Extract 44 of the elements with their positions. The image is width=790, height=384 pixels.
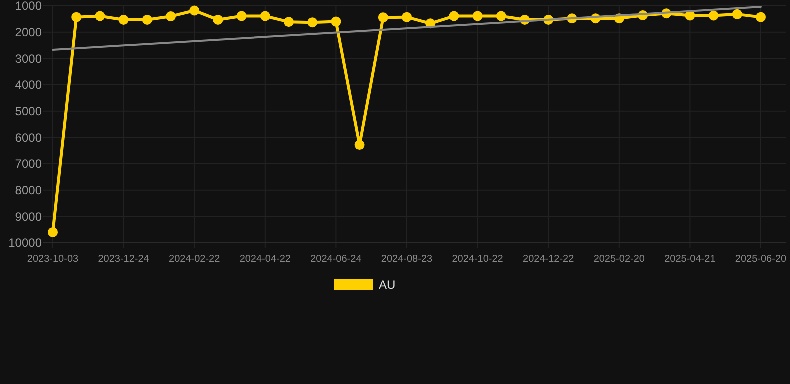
point [732, 9, 742, 20]
point [449, 11, 460, 22]
point [378, 12, 388, 23]
point [472, 11, 483, 22]
y-tick-label: 10000 [8, 236, 42, 250]
y-tick-label: 2000 [15, 26, 42, 40]
point [118, 14, 129, 25]
y-tick-label: 1000 [15, 0, 42, 14]
y-tick-label: 4000 [15, 78, 42, 92]
point [166, 12, 176, 22]
x-tick-label: 2024-02-22 [169, 254, 221, 265]
point [284, 17, 294, 28]
point [190, 6, 200, 16]
y-tick-label: 6000 [15, 130, 42, 145]
y-tick-label: 5000 [15, 104, 42, 119]
point [236, 11, 247, 22]
point [308, 18, 318, 28]
y-tick-label: 3000 [15, 52, 42, 66]
point [708, 10, 719, 21]
x-tick-label: 2025-04-21 [664, 254, 716, 265]
x-tick-label: 2024-08-23 [381, 254, 434, 265]
point [331, 16, 342, 27]
x-tick-label: 2024-06-24 [310, 254, 362, 265]
x-tick-label: 2023-12-24 [98, 254, 150, 265]
x-tick-label: 2024-10-22 [452, 254, 504, 265]
point [142, 14, 152, 25]
x-tick-label: 2025-06-20 [735, 254, 788, 265]
x-tick-label: 2023-10-03 [27, 254, 80, 265]
point [496, 11, 506, 22]
point [402, 12, 412, 22]
point [72, 12, 82, 22]
point [260, 11, 270, 22]
point [213, 14, 224, 25]
legend-label: AU [379, 278, 396, 292]
x-tick-label: 2024-04-22 [240, 254, 292, 265]
point [756, 12, 766, 22]
x-tick-label: 2024-12-22 [523, 254, 575, 265]
point [95, 11, 106, 22]
y-tick-label: 7000 [15, 157, 42, 172]
y-tick-label: 8000 [15, 184, 42, 198]
point [354, 140, 365, 150]
point [48, 227, 58, 238]
y-tick-label: 9000 [15, 210, 42, 224]
x-tick-label: 2025-02-20 [594, 254, 646, 265]
